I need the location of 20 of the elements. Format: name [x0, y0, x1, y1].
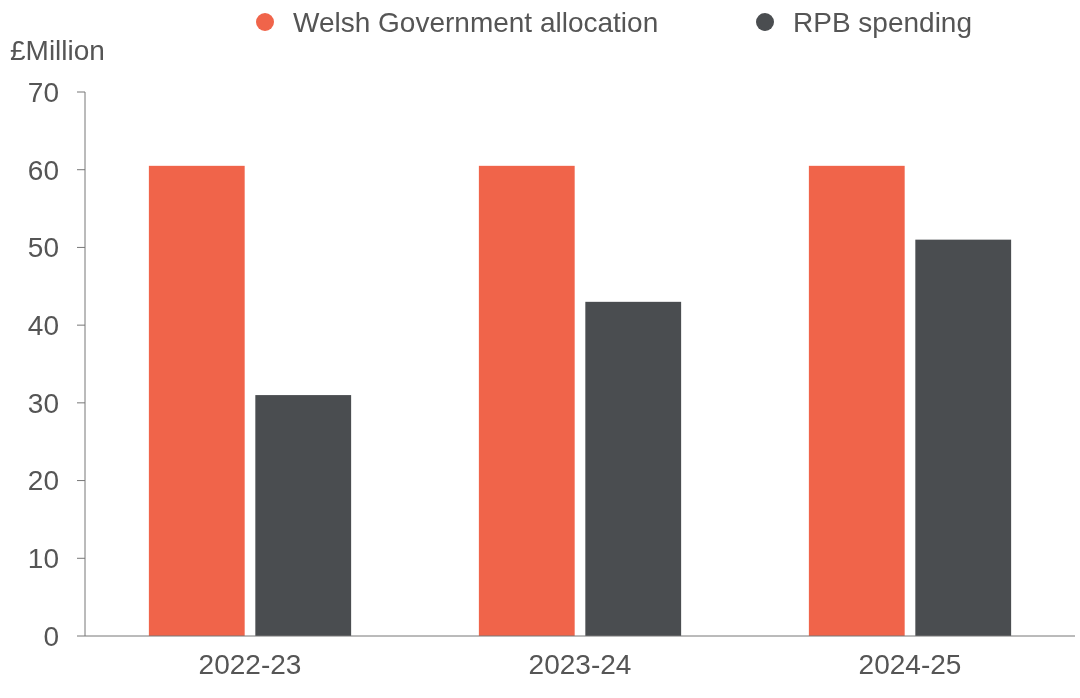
y-tick-label: 10	[27, 543, 59, 575]
bar	[478, 165, 575, 636]
legend-label: RPB spending	[793, 6, 973, 38]
y-tick-label: 50	[27, 232, 59, 264]
y-tick-label: 60	[27, 154, 59, 186]
legend-label: Welsh Government allocation	[293, 6, 659, 38]
y-tick-label: 20	[27, 465, 59, 497]
x-tick-label: 2024-25	[858, 649, 962, 680]
y-tick-label: 30	[27, 387, 59, 419]
x-tick-label: 2023-24	[528, 649, 632, 680]
bar	[148, 165, 245, 636]
bar	[915, 239, 1012, 636]
y-tick-label: 70	[27, 76, 59, 108]
y-tick-label: 0	[43, 620, 59, 652]
bar	[585, 301, 682, 636]
bar	[255, 395, 352, 636]
y-tick-label: 40	[27, 309, 59, 341]
bar	[808, 165, 905, 636]
y-axis-title: £Million	[10, 35, 105, 66]
x-tick-label: 2022-23	[198, 649, 302, 680]
